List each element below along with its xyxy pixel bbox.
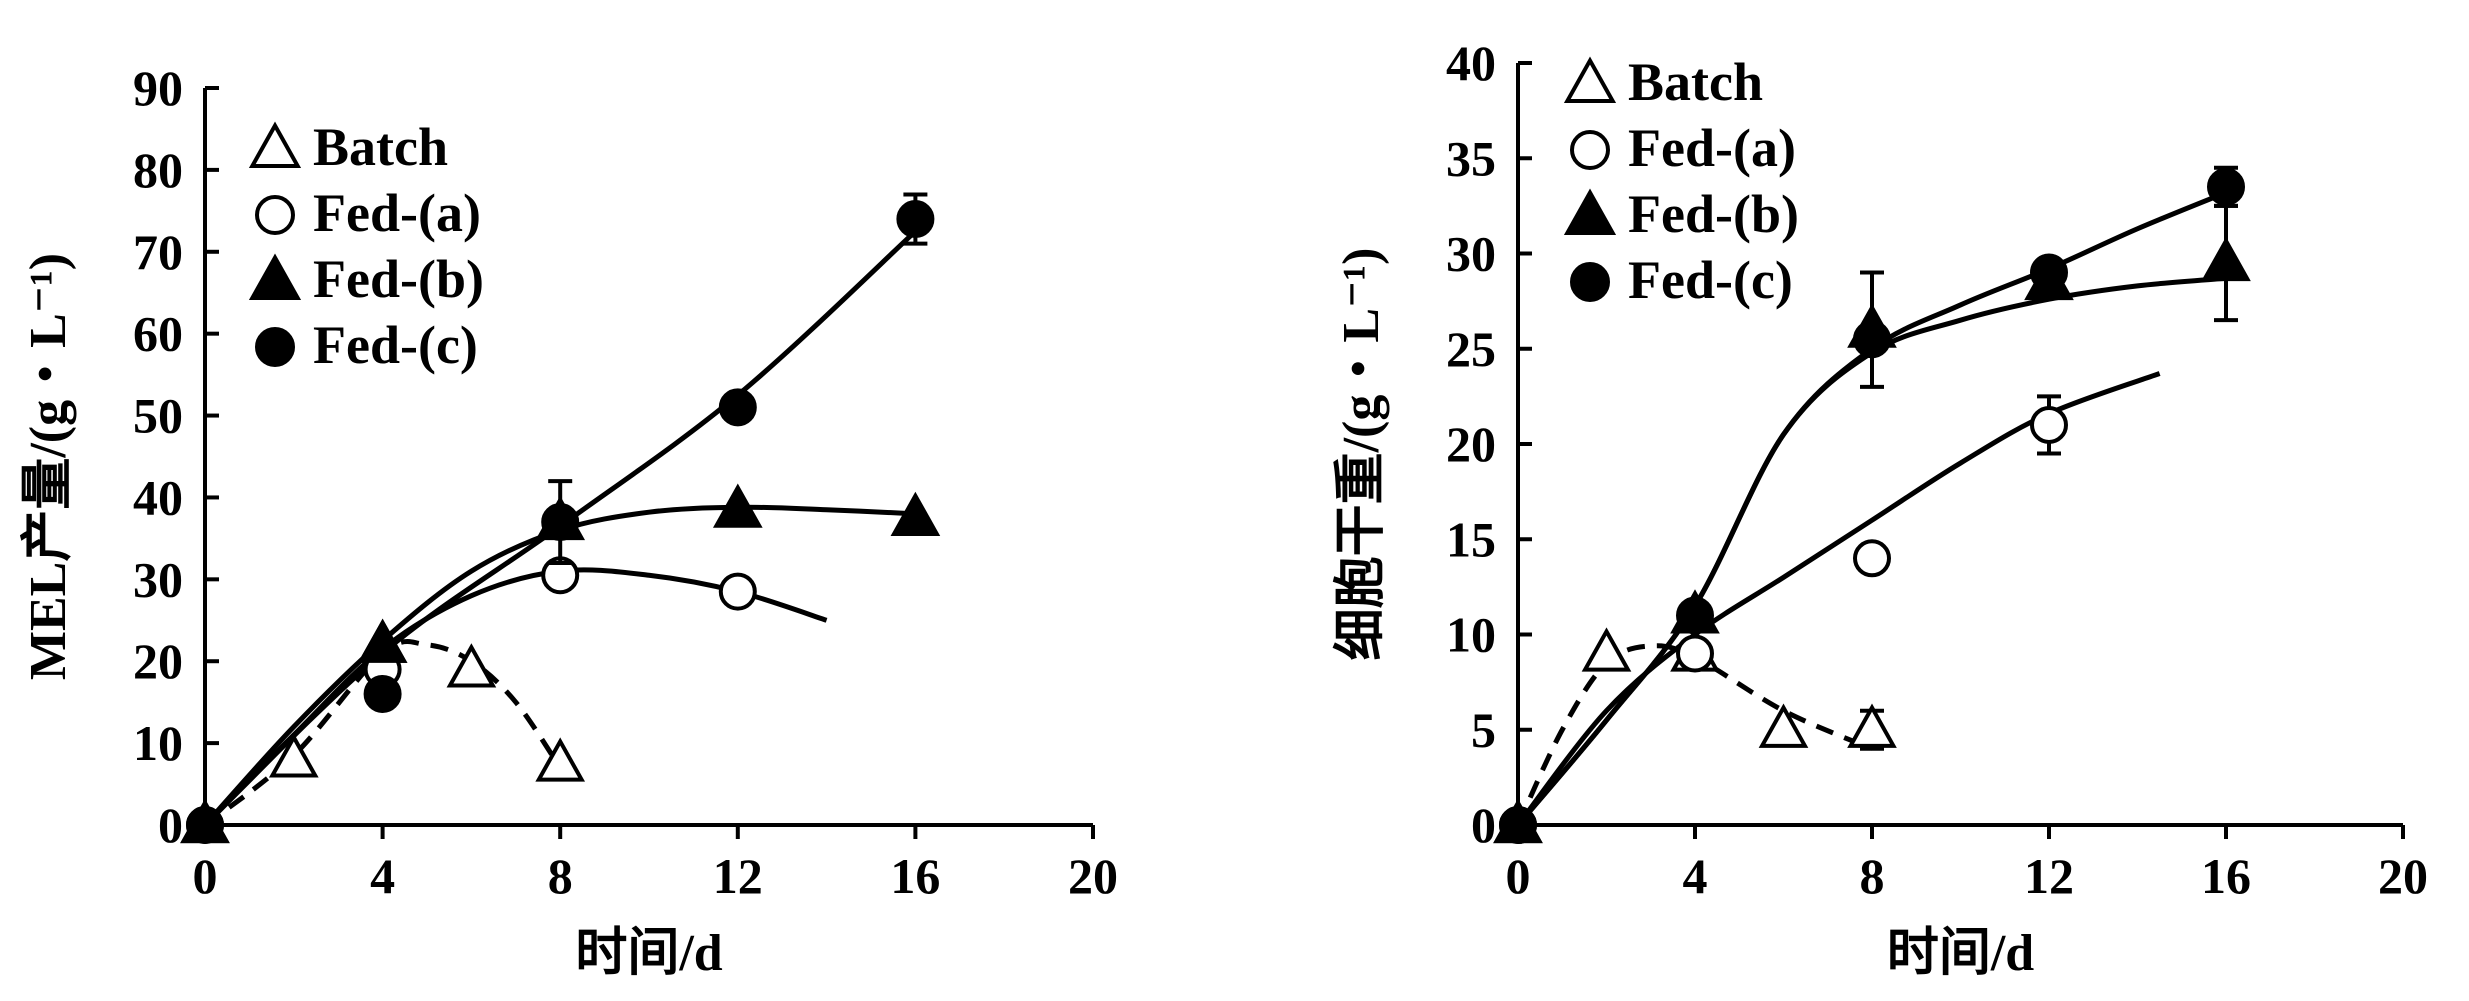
y-tick-label: 40	[133, 469, 183, 525]
legend-label-fed-a-: Fed-(a)	[1628, 118, 1796, 178]
y-tick-label: 5	[1471, 702, 1496, 758]
y-tick-label: 20	[133, 633, 183, 689]
data-point-batch	[1847, 703, 1897, 748]
data-point-batch	[446, 643, 497, 688]
data-point-fed-a-	[1676, 634, 1714, 673]
x-tick-label: 20	[2378, 848, 2428, 904]
y-tick-label: 30	[133, 551, 183, 607]
y-tick-label: 25	[1446, 321, 1496, 377]
y-tick-label: 30	[1446, 226, 1496, 282]
y-tick-label: 10	[133, 715, 183, 771]
data-point-batch	[1758, 703, 1809, 748]
x-tick-label: 16	[890, 848, 940, 904]
data-point-fed-c-	[1676, 596, 1714, 635]
x-tick-label: 4	[370, 848, 395, 904]
y-tick-label: 0	[158, 797, 183, 853]
data-point-fed-c-	[2030, 253, 2068, 292]
y-tick-label: 15	[1446, 511, 1496, 567]
y-tick-label: 70	[133, 224, 183, 280]
data-point-fed-b-	[712, 483, 763, 528]
chart-panel-mel-yield: 0 4 8 12 16 20 0 10 20 30 40 50 60 70 80 90 时间/d MEL产量/(g…	[19, 60, 1118, 982]
y-tick-label: 40	[1446, 35, 1496, 91]
x-tick-label: 8	[1860, 848, 1885, 904]
data-point-fed-c-	[363, 674, 402, 713]
legend-marker-fed-b-	[248, 253, 302, 301]
x-axis-title: 时间/d	[575, 925, 722, 982]
x-tick-label: 8	[548, 848, 573, 904]
y-tick-label: 90	[133, 60, 183, 116]
legend-marker-fed-b-	[1563, 188, 1617, 236]
y-tick-label: 20	[1446, 416, 1496, 472]
y-tick-label: 35	[1446, 130, 1496, 186]
data-point-batch	[535, 737, 586, 782]
data-point-batch	[268, 733, 319, 778]
fit-line-batch	[1515, 643, 1873, 827]
x-tick-label: 20	[1068, 848, 1118, 904]
legend-marker-batch	[1563, 56, 1617, 104]
fit-line-fed-a-	[1516, 371, 2161, 827]
data-point-fed-b-	[357, 618, 408, 663]
legend-label-fed-a-: Fed-(a)	[313, 183, 481, 243]
y-tick-label: 60	[133, 306, 183, 362]
legend-label-fed-b-: Fed-(b)	[313, 249, 484, 309]
y-tick-label: 0	[1471, 797, 1496, 853]
data-point-batch	[1581, 627, 1632, 672]
legend-marker-fed-c-	[1570, 262, 1610, 302]
legend-marker-fed-a-	[255, 195, 295, 235]
y-tick-label: 80	[133, 142, 183, 198]
legend-label-fed-b-: Fed-(b)	[1628, 184, 1799, 244]
data-point-fed-c-	[186, 806, 224, 844]
legend-label-fed-c-: Fed-(c)	[1628, 250, 1793, 310]
data-point-fed-b-	[2201, 236, 2251, 282]
data-point-fed-c-	[718, 388, 757, 427]
x-tick-label: 0	[1506, 848, 1531, 904]
x-tick-label: 16	[2201, 848, 2251, 904]
data-point-fed-c-	[1853, 320, 1891, 359]
chart-panel-cell-dry-weight: 0 4 8 12 16 20 0 5 10 15 20 25 30 35 40 时间/d 细胞干重/(g・L⁻¹…	[1332, 35, 2428, 982]
y-tick-label: 10	[1446, 607, 1496, 663]
y-axis-title: MEL产量/(g・L⁻¹)	[19, 253, 77, 680]
legend-label-batch: Batch	[1628, 52, 1763, 112]
data-point-fed-c-	[896, 200, 935, 239]
legend-label-batch: Batch	[313, 117, 448, 177]
legend-label-fed-c-: Fed-(c)	[313, 315, 478, 375]
data-point-fed-a-	[2030, 405, 2068, 444]
x-tick-label: 4	[1683, 848, 1708, 904]
data-point-fed-c-	[1499, 806, 1537, 844]
data-point-fed-a-	[1853, 539, 1891, 578]
x-tick-label: 0	[193, 848, 218, 904]
x-tick-label: 12	[713, 848, 763, 904]
x-axis-title: 时间/d	[1887, 925, 2034, 982]
x-tick-label: 12	[2024, 848, 2074, 904]
fit-line-fed-c-	[1516, 190, 2227, 827]
data-point-fed-b-	[890, 491, 941, 536]
y-tick-label: 50	[133, 388, 183, 444]
legend-marker-batch	[248, 121, 302, 169]
legend-marker-fed-c-	[255, 327, 295, 367]
data-point-fed-c-	[2207, 167, 2245, 206]
data-point-fed-c-	[541, 503, 580, 542]
data-point-fed-a-	[718, 572, 757, 611]
legend-marker-fed-a-	[1570, 130, 1610, 170]
y-axis-title: 细胞干重/(g・L⁻¹)	[1332, 248, 1390, 661]
